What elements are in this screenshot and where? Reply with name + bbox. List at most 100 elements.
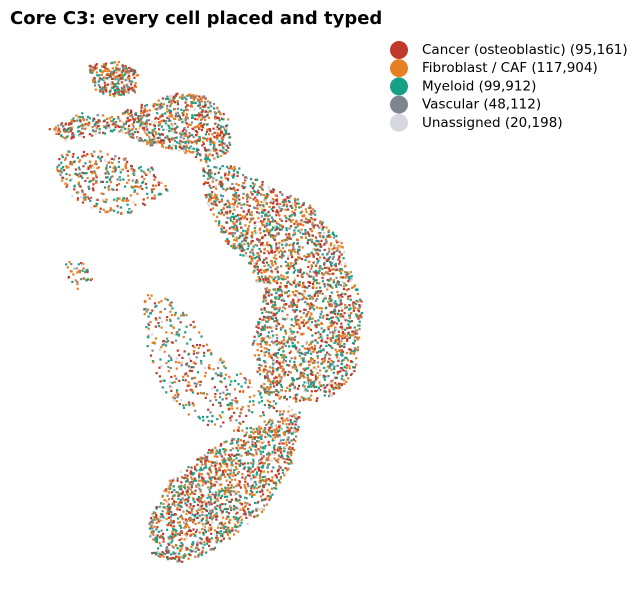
cell-texture xyxy=(165,344,168,347)
cell-texture xyxy=(349,298,352,301)
cell-texture xyxy=(303,271,306,274)
cell-texture xyxy=(262,486,265,489)
cell-texture xyxy=(162,128,165,131)
cell-texture xyxy=(246,502,249,505)
cell-texture xyxy=(215,152,218,155)
cell-texture xyxy=(144,139,147,142)
cell-texture xyxy=(356,315,359,318)
cell-texture xyxy=(163,139,166,142)
cell-texture xyxy=(352,305,355,308)
cell-texture xyxy=(340,245,343,248)
cell-texture xyxy=(270,356,273,360)
cell-texture xyxy=(270,247,273,250)
cell-texture xyxy=(229,167,232,170)
cell-texture xyxy=(84,193,87,196)
cell-texture xyxy=(213,146,216,149)
cell-texture xyxy=(243,249,246,252)
cell-texture xyxy=(185,105,188,109)
cell-texture xyxy=(257,335,260,338)
cell-texture xyxy=(180,364,183,367)
cell-texture xyxy=(220,360,223,363)
cell-texture xyxy=(313,386,316,389)
cell-texture xyxy=(160,119,163,122)
cell-texture xyxy=(91,134,94,137)
cell-texture xyxy=(166,107,169,110)
cell-texture xyxy=(134,117,137,120)
cell-texture xyxy=(130,165,133,168)
cell-texture xyxy=(345,374,348,377)
cell-texture xyxy=(283,374,286,377)
cell-texture xyxy=(235,220,238,223)
cell-texture xyxy=(152,130,155,133)
cell-texture xyxy=(296,253,299,256)
cell-texture xyxy=(133,76,136,79)
cell-texture xyxy=(302,373,305,376)
cell-texture xyxy=(84,123,87,126)
cell-texture xyxy=(338,256,341,259)
cell-texture xyxy=(171,114,174,117)
cell-texture xyxy=(100,180,103,183)
cell-texture xyxy=(302,312,305,315)
cell-texture xyxy=(321,316,324,319)
cell-texture xyxy=(283,358,286,361)
cell-texture xyxy=(320,322,323,325)
cell-texture xyxy=(285,203,288,206)
cell-texture xyxy=(209,129,212,132)
cell-texture xyxy=(227,167,230,170)
cell-texture xyxy=(173,96,176,100)
cell-texture xyxy=(273,326,276,329)
cell-texture xyxy=(91,69,94,73)
cell-texture xyxy=(289,237,292,240)
cell-texture xyxy=(250,177,253,181)
cell-texture xyxy=(338,246,341,249)
cell-texture xyxy=(248,213,252,216)
cell-texture xyxy=(219,357,222,360)
cell-texture xyxy=(157,117,160,120)
cell-texture xyxy=(239,411,242,414)
cell-texture xyxy=(331,394,334,397)
cell-texture xyxy=(316,261,319,264)
cell-texture xyxy=(171,341,174,344)
cell-texture xyxy=(122,178,125,181)
cell-texture xyxy=(327,360,330,364)
cell-texture xyxy=(251,251,254,254)
cell-texture xyxy=(323,258,326,261)
chart-title: Core C3: every cell placed and typed xyxy=(10,8,382,29)
cell-texture xyxy=(238,198,241,201)
cell-texture xyxy=(231,233,234,236)
cell-texture xyxy=(358,336,361,339)
cell-texture xyxy=(311,317,314,320)
cell-texture xyxy=(265,347,268,350)
cell-texture xyxy=(255,279,258,282)
cell-texture xyxy=(265,361,268,364)
cell-texture xyxy=(310,321,314,324)
cell-texture xyxy=(294,316,297,319)
cell-texture xyxy=(263,230,266,233)
cell-texture xyxy=(186,492,189,495)
cell-texture xyxy=(195,382,198,385)
cell-texture xyxy=(201,144,204,147)
cell-texture xyxy=(336,334,339,338)
cell-texture xyxy=(342,369,345,372)
cell-texture xyxy=(312,208,315,211)
cell-texture xyxy=(248,396,251,399)
cell-texture xyxy=(251,493,254,497)
cell-texture xyxy=(341,337,344,340)
cell-texture xyxy=(337,330,340,333)
cell-texture xyxy=(287,262,290,265)
cell-texture xyxy=(301,203,304,207)
cell-texture xyxy=(93,170,96,173)
cell-texture xyxy=(290,262,293,265)
cell-texture xyxy=(238,202,241,205)
cell-texture xyxy=(228,203,231,206)
cell-texture xyxy=(256,370,259,373)
cell-texture xyxy=(204,133,207,136)
cell-texture xyxy=(264,225,267,228)
cell-texture xyxy=(286,281,289,284)
cell-texture xyxy=(347,377,350,380)
cell-texture xyxy=(300,228,303,231)
cell-texture xyxy=(109,93,112,96)
cell-texture xyxy=(118,74,121,77)
cell-texture xyxy=(308,270,312,273)
cell-texture xyxy=(338,343,341,346)
